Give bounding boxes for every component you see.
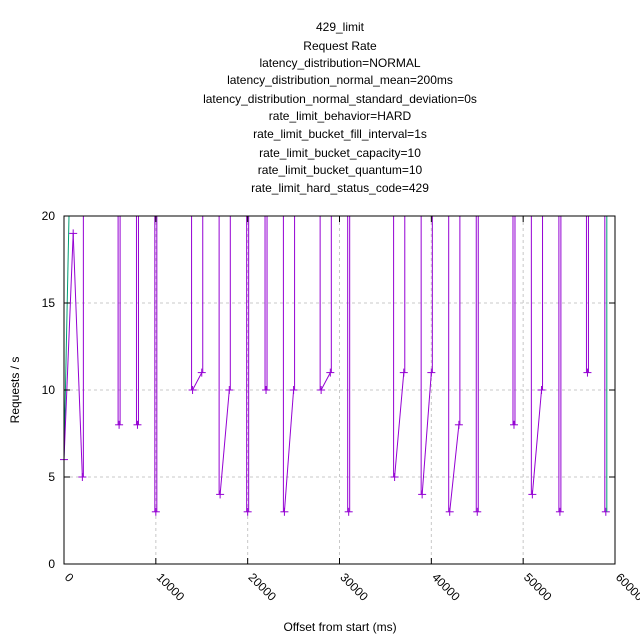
title-line: 429_limit: [316, 20, 365, 34]
series-segment: [283, 389, 295, 512]
title-line: rate_limit_bucket_fill_interval=1s: [253, 127, 427, 141]
series-segment: [219, 389, 230, 495]
y-tick-label: 5: [48, 470, 55, 484]
x-tick-label: 50000: [521, 570, 555, 604]
series-segment: [192, 372, 203, 391]
title-line: rate_limit_bucket_quantum=10: [258, 163, 423, 177]
title-line: latency_distribution=NORMAL: [259, 56, 420, 70]
x-tick-label: 30000: [337, 570, 371, 604]
data-point: [601, 507, 610, 516]
title-line: latency_distribution_normal_mean=200ms: [227, 73, 453, 87]
x-tick-label: 60000: [613, 570, 640, 604]
data-point: [427, 368, 436, 377]
data-point: [509, 420, 518, 429]
data-point: [197, 368, 206, 377]
series-segment: [394, 372, 405, 478]
series-segment: [72, 233, 83, 478]
title-line: rate_limit_behavior=HARD: [269, 109, 412, 123]
data-point: [583, 368, 592, 377]
series-segment: [421, 372, 432, 495]
chart-title: 429_limit Request Rate latency_distribut…: [203, 20, 477, 195]
data-point: [289, 386, 298, 394]
data-point: [399, 368, 408, 377]
series-segment: [449, 424, 460, 512]
axes: 0 5 10 15 20 0 10000 20000 30000 40000 50000 60000: [42, 209, 640, 604]
data-point: [326, 368, 335, 377]
y-tick-label: 15: [42, 296, 56, 310]
data-point: [344, 507, 353, 516]
series-segment: [531, 389, 543, 495]
x-tick-label: 40000: [429, 570, 463, 604]
series-segment: [320, 372, 331, 391]
series-segment: [63, 233, 74, 460]
data-point: [454, 420, 463, 429]
data-point: [225, 386, 234, 394]
data-point: [78, 473, 87, 481]
title-line: Request Rate: [303, 39, 377, 53]
y-tick-label: 0: [48, 557, 55, 571]
x-tick-label: 10000: [154, 570, 188, 604]
data-point: [262, 386, 271, 394]
data-point: [473, 507, 482, 516]
y-tick-label: 20: [42, 209, 56, 223]
x-tick-label: 0: [62, 570, 77, 585]
plot-area: [60, 215, 610, 516]
title-line: rate_limit_hard_status_code=429: [251, 181, 429, 195]
data-point: [151, 507, 160, 516]
data-point: [243, 507, 252, 516]
y-tick-label: 10: [42, 383, 56, 397]
data-point: [115, 420, 124, 429]
x-tick-label: 20000: [246, 570, 280, 604]
data-point: [537, 386, 546, 394]
y-axis-label: Requests / s: [8, 357, 22, 424]
title-line: rate_limit_bucket_capacity=10: [259, 146, 421, 160]
series-clipped-segment: [63, 215, 70, 460]
data-point: [133, 420, 142, 429]
data-point: [555, 507, 564, 516]
title-line: latency_distribution_normal_standard_dev…: [203, 92, 477, 106]
grid: [64, 216, 615, 564]
x-axis-label: Offset from start (ms): [283, 620, 396, 634]
